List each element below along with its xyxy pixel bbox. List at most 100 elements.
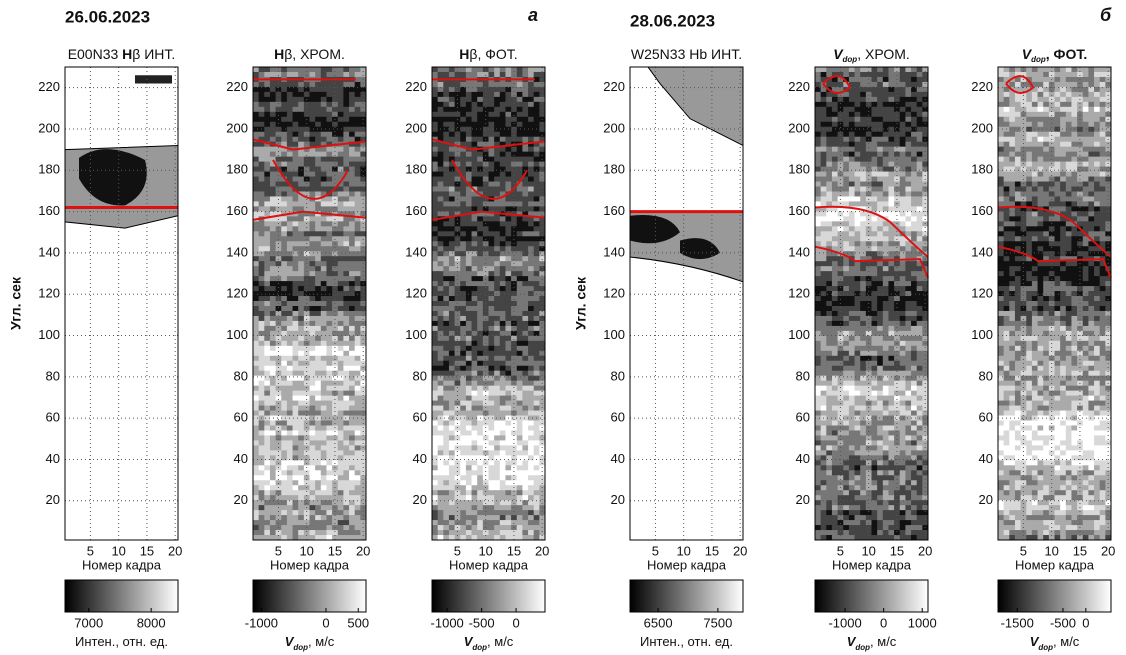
contour-fill	[831, 310, 839, 317]
contour-fill	[499, 251, 506, 257]
contour-fill	[533, 281, 540, 287]
contour-fill	[343, 480, 350, 486]
contour-fill	[292, 136, 299, 143]
contour-fill	[460, 330, 467, 337]
contour-fill	[443, 320, 450, 327]
contour-fill	[354, 505, 361, 511]
contour-fill	[516, 400, 523, 407]
contour-fill	[905, 106, 912, 113]
contour-fill	[448, 310, 456, 317]
contour-fill	[320, 296, 327, 302]
contour-fill	[854, 301, 861, 307]
contour-fill	[911, 146, 918, 153]
contour-fill	[437, 71, 444, 78]
contour-fill	[499, 435, 506, 441]
contour-fill	[477, 430, 484, 436]
contour-fill	[258, 186, 265, 192]
contour-fill	[511, 291, 518, 297]
contour-fill	[826, 161, 833, 168]
contour-fill	[499, 305, 506, 312]
contour-fill	[815, 171, 822, 178]
contour-fill	[303, 106, 310, 113]
contour-fill	[522, 365, 529, 372]
contour-fill	[454, 256, 461, 262]
contour-fill	[275, 266, 282, 272]
contour-fill	[432, 101, 439, 108]
contour-fill	[505, 181, 512, 187]
contour-fill	[894, 246, 901, 252]
contour-fill	[443, 380, 450, 387]
contour-fill	[320, 335, 327, 342]
contour-fill	[437, 325, 444, 332]
contour-fill	[899, 226, 906, 232]
contour-fill	[888, 116, 895, 123]
contour-fill	[922, 86, 929, 93]
contour-fill	[899, 196, 906, 202]
contour-fill	[454, 455, 461, 461]
contour-fill	[477, 276, 484, 282]
contour-fill	[343, 116, 350, 123]
contour-fill	[848, 206, 856, 212]
contour-fill	[488, 201, 495, 207]
contour-fill	[471, 206, 478, 212]
contour-fill	[354, 425, 361, 431]
contour-fill	[326, 425, 333, 431]
contour-fill	[460, 216, 467, 222]
contour-fill	[258, 81, 265, 88]
contour-fill	[916, 156, 923, 163]
colorbar-label: Интен., отн. ед.	[75, 634, 168, 649]
contour-fill	[275, 490, 282, 496]
contour-fill	[309, 251, 316, 257]
contour-fill	[443, 350, 450, 357]
contour-fill	[360, 470, 367, 476]
contour-fill	[471, 320, 478, 327]
contour-fill	[871, 191, 878, 197]
contour-fill	[258, 505, 265, 511]
contour-fill	[286, 126, 294, 133]
contour-fill	[899, 211, 906, 217]
contour-fill	[522, 241, 529, 247]
contour-fill	[477, 460, 484, 466]
contour-fill	[315, 345, 322, 352]
contour-fill	[894, 291, 901, 297]
contour-fill	[360, 91, 367, 98]
contour-fill	[258, 111, 265, 118]
contour-fill	[494, 375, 501, 382]
contour-fill	[488, 335, 495, 342]
contour-fill	[269, 246, 277, 252]
contour-fill	[511, 365, 518, 372]
contour-fill	[482, 480, 489, 486]
contour-fill	[528, 405, 535, 412]
contour-fill	[253, 420, 260, 426]
contour-fill	[488, 301, 495, 307]
contour-fill	[899, 305, 906, 312]
contour-fill	[882, 201, 889, 207]
contour-fill	[877, 305, 884, 312]
contour-fill	[281, 505, 288, 511]
contour-fill	[477, 400, 484, 407]
x-tick-label: 5	[454, 543, 461, 558]
contour-fill	[337, 450, 344, 456]
contour-fill	[815, 86, 822, 93]
contour-fill	[882, 161, 889, 168]
contour-fill	[275, 91, 282, 98]
contour-fill	[258, 116, 265, 123]
contour-fill	[286, 395, 294, 402]
colorbar	[252, 579, 367, 613]
contour-fill	[854, 116, 861, 123]
contour-fill	[516, 440, 523, 446]
contour-fill	[354, 410, 361, 417]
contour-fill	[505, 146, 512, 153]
contour-fill	[303, 390, 310, 397]
contour-fill	[815, 276, 822, 282]
contour-fill	[882, 76, 889, 83]
contour-fill	[499, 400, 506, 407]
colorbar-label: Vdop, м/с	[464, 634, 514, 651]
contour-fill	[894, 121, 901, 128]
contour-fill	[432, 181, 439, 187]
contour-fill	[482, 231, 489, 237]
contour-fill	[269, 395, 277, 402]
contour-fill	[516, 261, 523, 267]
contour-fill	[911, 131, 918, 138]
contour-fill	[471, 530, 478, 536]
